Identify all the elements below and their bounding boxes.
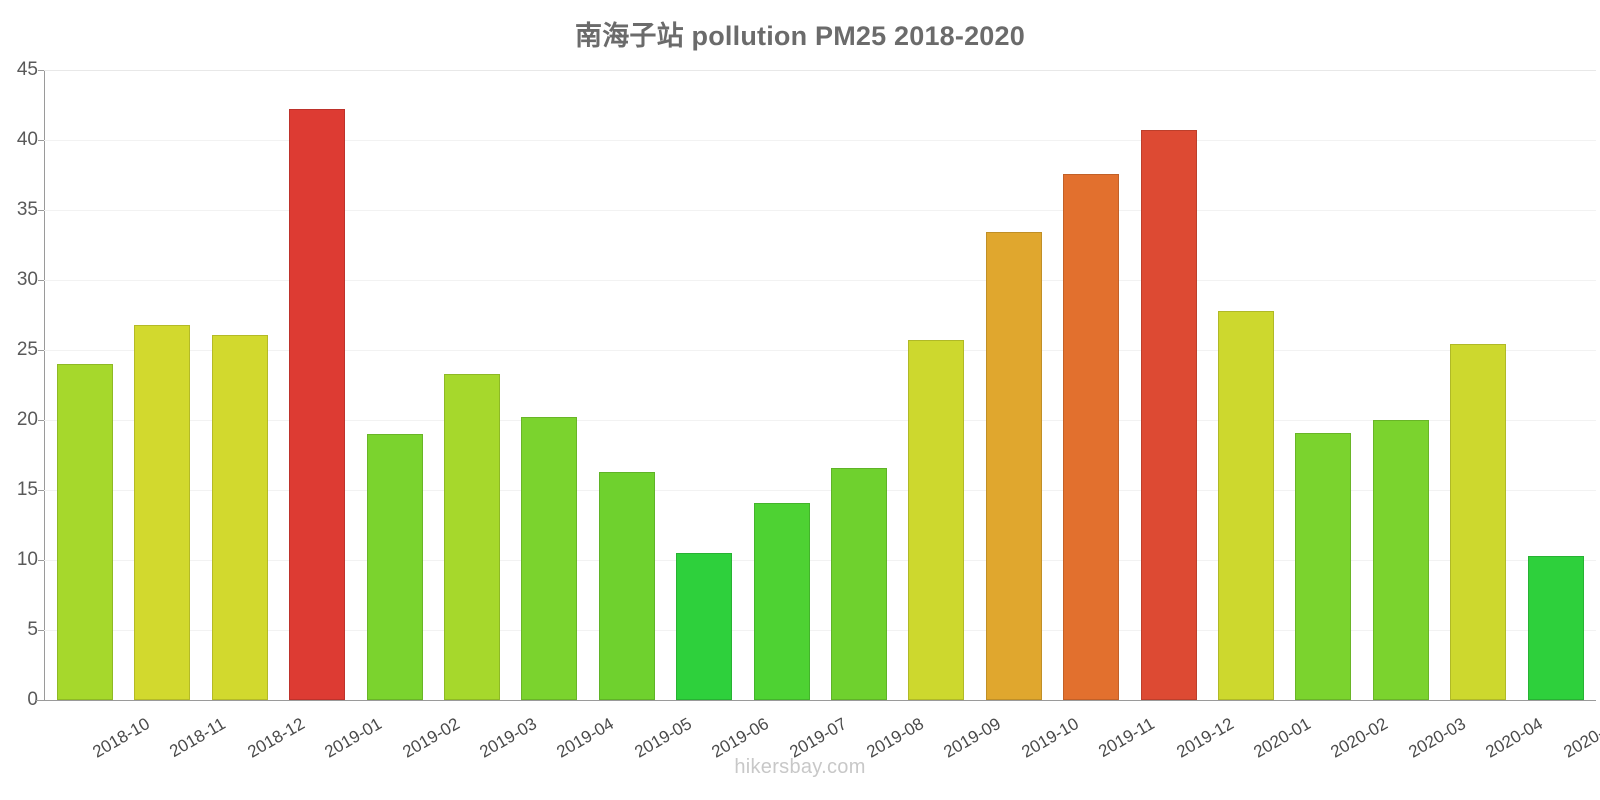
bar-2019-09[interactable] xyxy=(908,340,965,700)
y-tick-label: 0 xyxy=(27,689,38,710)
gridline xyxy=(44,490,1596,491)
chart-title: 南海子站 pollution PM25 2018-2020 xyxy=(575,21,1025,51)
gridline xyxy=(44,210,1596,211)
y-axis-line xyxy=(44,70,45,701)
gridline xyxy=(44,280,1596,281)
bar-2019-11[interactable] xyxy=(1063,173,1120,700)
y-tick-mark xyxy=(38,700,44,701)
y-tick-mark xyxy=(38,490,44,491)
y-tick-label: 35 xyxy=(16,199,38,220)
gridline xyxy=(44,420,1596,421)
bar-2019-01[interactable] xyxy=(289,109,346,700)
y-tick-label: 15 xyxy=(16,479,38,500)
bar-2019-10[interactable] xyxy=(985,232,1042,700)
y-tick-label: 10 xyxy=(16,549,38,570)
y-tick-mark xyxy=(38,140,44,141)
gridline xyxy=(44,140,1596,141)
y-tick-mark xyxy=(38,350,44,351)
bar-2019-04[interactable] xyxy=(521,417,578,700)
gridline xyxy=(44,560,1596,561)
bar-2019-08[interactable] xyxy=(831,467,887,700)
bar-2018-11[interactable] xyxy=(134,324,191,700)
x-axis-line xyxy=(36,700,1596,701)
bar-2018-10[interactable] xyxy=(57,364,113,700)
x-tick-label: 2018-11 xyxy=(166,714,230,762)
y-tick-mark xyxy=(38,560,44,561)
y-tick-mark xyxy=(38,70,44,71)
bar-2020-04[interactable] xyxy=(1450,344,1507,700)
plot-area xyxy=(44,70,1596,700)
y-tick-label: 30 xyxy=(16,269,38,290)
bar-2020-02[interactable] xyxy=(1295,432,1352,700)
y-tick-mark xyxy=(38,420,44,421)
gridline xyxy=(44,70,1596,71)
y-tick-mark xyxy=(38,280,44,281)
y-axis-labels: 0 5 10 15 20 25 30 35 40 45 xyxy=(0,60,38,709)
y-tick-label: 5 xyxy=(27,619,38,640)
y-tick-mark xyxy=(38,210,44,211)
bar-2019-12[interactable] xyxy=(1140,130,1197,700)
bar-2019-02[interactable] xyxy=(366,434,423,700)
bar-2020-03[interactable] xyxy=(1372,420,1429,700)
bar-2020-05[interactable] xyxy=(1527,555,1584,700)
y-tick-label: 40 xyxy=(16,129,38,150)
y-tick-label: 20 xyxy=(16,409,38,430)
bar-2020-01[interactable] xyxy=(1218,310,1274,700)
bar-2019-03[interactable] xyxy=(444,373,500,700)
bar-2019-06[interactable] xyxy=(676,553,733,700)
footer-credit: hikersbay.com xyxy=(734,756,866,778)
bar-2019-07[interactable] xyxy=(753,502,810,700)
bar-2019-05[interactable] xyxy=(598,471,655,700)
y-tick-mark xyxy=(38,630,44,631)
x-tick-label: 2019-11 xyxy=(1095,714,1158,762)
y-tick-label: 25 xyxy=(16,339,38,360)
y-tick-label: 45 xyxy=(16,59,38,80)
bar-2018-12[interactable] xyxy=(211,334,268,700)
gridline xyxy=(44,350,1596,351)
gridline xyxy=(44,630,1596,631)
